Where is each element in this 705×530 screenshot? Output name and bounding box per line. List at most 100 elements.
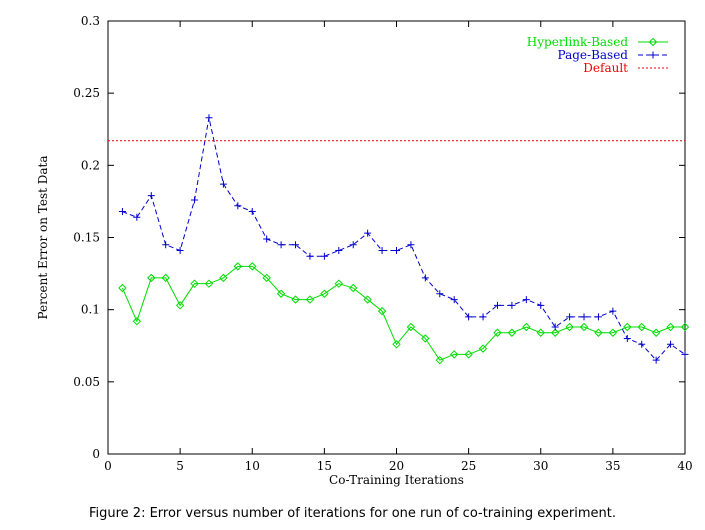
series-page-based-point: [364, 229, 372, 237]
x-tick-label: 25: [461, 459, 476, 473]
series-hyperlink-based-point: [608, 328, 618, 337]
series-page-based-point: [393, 246, 400, 254]
series-page-based-point: [205, 114, 213, 122]
series-page-based-point: [248, 208, 256, 216]
x-tick-label: 40: [677, 459, 692, 473]
series-hyperlink-based-point: [305, 295, 315, 304]
series-hyperlink-based-point: [651, 328, 661, 337]
series-page-based-point: [479, 313, 487, 321]
series-page-based-point: [407, 241, 415, 249]
series-hyperlink-based-point: [248, 262, 257, 271]
series-hyperlink-based-point: [377, 306, 387, 316]
series-hyperlink-based-point: [421, 334, 430, 343]
series-page-based-point: [566, 313, 574, 321]
series-page-based-point: [335, 246, 343, 254]
legend-marker-hyperlink-based: [648, 37, 658, 47]
series-hyperlink-based-point: [507, 328, 517, 337]
series-page-based-point: [306, 252, 314, 260]
series-hyperlink-based-point: [406, 322, 416, 332]
series-page-based-point: [551, 323, 559, 331]
series-page-based-point: [594, 313, 602, 321]
series-page-based-point: [118, 208, 126, 216]
series-hyperlink-based-point: [132, 317, 142, 326]
plot-frame: [107, 20, 686, 455]
series-hyperlink-based-point: [579, 322, 589, 332]
series-page-based-point: [162, 241, 170, 249]
series-hyperlink-based-point: [291, 295, 300, 304]
series-page-based-point: [436, 290, 444, 298]
y-tick-label: 0.25: [73, 86, 100, 100]
x-tick-label: 5: [176, 459, 184, 473]
series-hyperlink-based-point: [175, 301, 185, 310]
series-page-based-point: [133, 213, 141, 221]
series-page-based-point: [450, 296, 458, 304]
series-page-based-point: [638, 340, 646, 348]
series-page-based-point: [176, 246, 184, 254]
series-hyperlink-based-line: [121, 265, 685, 361]
chart: 0 5 10 15 20 25 30 35 40 0 0.05 0.1 0.15 0.2 0.25 0.3 Co…: [36, 14, 693, 487]
x-tick-label: 35: [605, 459, 620, 473]
series-hyperlink-based-point: [161, 273, 170, 283]
series-page-based-point: [320, 252, 328, 260]
x-tick-label: 10: [245, 459, 260, 473]
series-page-based-point: [277, 241, 285, 249]
series-page-based-point: [349, 241, 357, 249]
series-page-based-point: [263, 235, 271, 243]
series-page-based-point: [191, 196, 199, 204]
series-hyperlink-based-point: [392, 340, 401, 349]
series-hyperlink-based-point: [449, 350, 459, 359]
series-hyperlink-based-point: [666, 322, 675, 332]
series-page-based-point: [147, 192, 155, 200]
series-hyperlink-based-point: [147, 273, 156, 283]
series-page-based-point: [522, 296, 530, 304]
series-hyperlink-based-point: [262, 273, 271, 283]
y-tick-label: 0.2: [81, 158, 100, 172]
y-tick-label: 0.15: [73, 231, 100, 245]
series-hyperlink-based-point: [349, 283, 358, 293]
series-hyperlink-based-point: [550, 328, 560, 337]
series-page-based-point: [292, 241, 300, 249]
series-hyperlink-based-point: [320, 289, 329, 298]
series-page-based-point: [508, 301, 516, 309]
series-page-based-line: [122, 117, 686, 361]
x-tick-label: 20: [389, 459, 404, 473]
legend-marker-page-based: [649, 51, 657, 59]
series-page-based-point: [667, 340, 675, 348]
series-hyperlink-based-point: [233, 262, 243, 271]
series-hyperlink-based-point: [276, 289, 286, 298]
series-page-based-point: [421, 274, 429, 282]
series-hyperlink-based-point: [204, 279, 214, 288]
series-hyperlink-based-point: [493, 328, 502, 337]
series-page-based-point: [493, 301, 501, 309]
x-tick-label: 0: [104, 459, 112, 473]
series-page-based-point: [681, 350, 689, 358]
y-axis-label: Percent Error on Test Data: [36, 155, 50, 319]
series-page-based-point: [234, 202, 242, 210]
y-tick-label: 0.05: [73, 375, 100, 389]
y-tick-label: 0.3: [81, 14, 100, 28]
series-hyperlink-based-point: [565, 322, 574, 332]
series-page-based-point: [537, 301, 545, 309]
series-hyperlink-based-point: [190, 279, 199, 288]
series-page-based-point: [465, 313, 473, 321]
series-page-based-point: [378, 246, 386, 254]
series-page-based-point: [580, 313, 588, 321]
series-page-based-point: [652, 356, 660, 364]
series-hyperlink-based-point: [464, 350, 473, 359]
legend-label-page-based: Page-Based: [558, 48, 629, 62]
series-hyperlink-based-point: [680, 322, 690, 332]
series-page-based-point: [609, 307, 617, 315]
series-hyperlink-based-point: [334, 279, 344, 288]
series-hyperlink-based-point: [594, 328, 603, 337]
series-hyperlink-based-point: [435, 355, 444, 365]
x-tick-label: 15: [317, 459, 332, 473]
y-tick-label: 0.1: [81, 303, 100, 317]
figure-caption: Figure 2: Error versus number of iterati…: [88, 506, 616, 521]
series-page-based-point: [623, 335, 631, 343]
x-axis-label: Co-Training Iterations: [329, 473, 464, 487]
series-hyperlink-based-point: [118, 283, 127, 293]
legend-label-hyperlink-based: Hyperlink-Based: [527, 35, 629, 49]
x-tick-label: 30: [533, 459, 548, 473]
y-tick-label: 0: [92, 447, 100, 461]
series-hyperlink-based-point: [536, 328, 545, 337]
